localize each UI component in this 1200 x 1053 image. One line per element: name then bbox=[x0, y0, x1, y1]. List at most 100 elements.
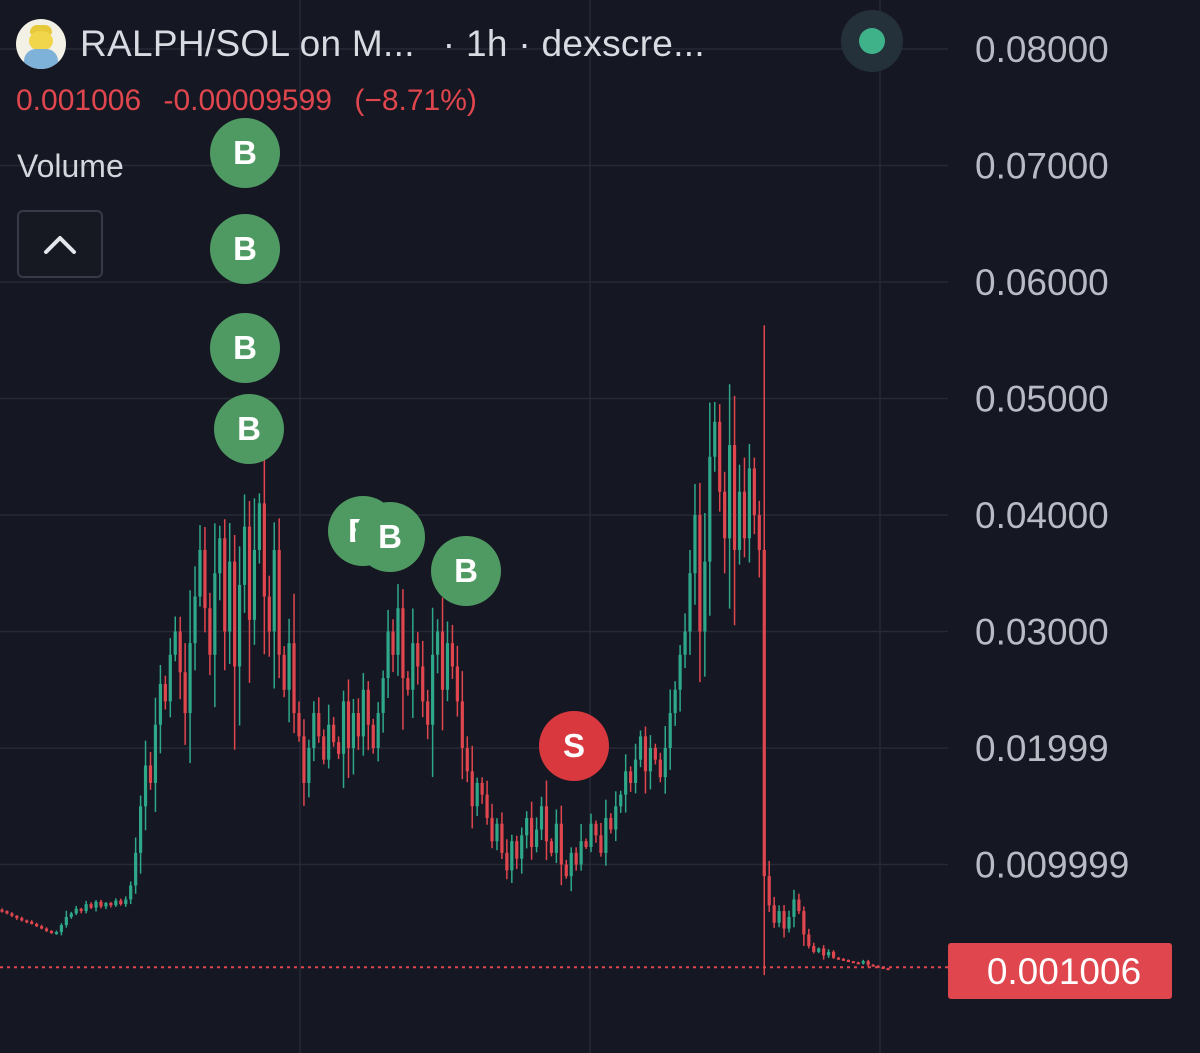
candle-body bbox=[777, 911, 781, 923]
candle-body bbox=[302, 736, 306, 783]
candle-body bbox=[668, 713, 672, 748]
candle-body bbox=[599, 835, 603, 853]
price-change: -0.00009599 bbox=[163, 84, 332, 117]
candle-body bbox=[470, 771, 474, 807]
candle-body bbox=[218, 538, 222, 574]
candle-body bbox=[158, 683, 162, 725]
last-price-label: 0.001006 bbox=[987, 951, 1141, 992]
buy-marker[interactable]: B bbox=[431, 536, 501, 606]
candle-body bbox=[257, 503, 261, 550]
candle-body bbox=[851, 961, 855, 964]
buy-marker[interactable]: B bbox=[355, 502, 425, 572]
candle-body bbox=[138, 806, 143, 853]
candle-body bbox=[688, 573, 692, 632]
candle-body bbox=[752, 468, 756, 515]
candle-body bbox=[604, 817, 608, 853]
candle-body bbox=[366, 689, 370, 725]
candle-body bbox=[89, 904, 93, 908]
volume-label[interactable]: Volume bbox=[17, 148, 124, 184]
candle-body bbox=[327, 724, 331, 760]
candle-body bbox=[322, 736, 326, 760]
collapse-button[interactable] bbox=[17, 210, 103, 278]
candle-body bbox=[297, 713, 301, 737]
candle-body bbox=[609, 817, 613, 830]
buy-marker[interactable]: B bbox=[210, 214, 280, 284]
candle-body bbox=[782, 911, 786, 929]
candle-body bbox=[683, 631, 687, 655]
candle-body bbox=[574, 852, 578, 865]
chart-header: RALPH/SOL on M... · 1h · dexscre... bbox=[16, 18, 715, 70]
candle-body bbox=[39, 926, 44, 929]
candle-body bbox=[54, 932, 59, 935]
chevron-up-icon bbox=[44, 236, 76, 254]
candle-body bbox=[866, 961, 870, 965]
candle-body bbox=[812, 946, 816, 952]
candle-body bbox=[5, 911, 9, 914]
candle-body bbox=[465, 748, 469, 772]
candle-body bbox=[312, 713, 316, 748]
candle-body bbox=[797, 899, 801, 912]
buy-marker[interactable]: B bbox=[214, 394, 284, 464]
candle-body bbox=[317, 713, 321, 737]
candle-body bbox=[188, 643, 192, 714]
candle-body bbox=[762, 549, 766, 877]
y-tick-label: 0.07000 bbox=[975, 146, 1109, 187]
candle-body bbox=[49, 930, 54, 934]
candle-body bbox=[64, 916, 68, 926]
candle-body bbox=[153, 724, 158, 783]
candle-body bbox=[713, 421, 717, 457]
candle-body bbox=[396, 608, 400, 655]
status-dot-icon[interactable] bbox=[841, 10, 903, 72]
candle-body bbox=[772, 905, 776, 923]
candle-body bbox=[871, 964, 875, 967]
candle-body bbox=[584, 841, 588, 848]
candle-body bbox=[74, 908, 78, 914]
candle-body bbox=[886, 968, 890, 971]
candle-body bbox=[450, 643, 455, 667]
buy-marker[interactable]: B bbox=[210, 118, 280, 188]
candle-body bbox=[346, 701, 351, 748]
sell-marker[interactable]: S bbox=[539, 711, 609, 781]
candle-body bbox=[119, 900, 123, 905]
candle-body bbox=[361, 689, 365, 737]
candle-body bbox=[168, 654, 172, 702]
candle-body bbox=[237, 584, 242, 667]
candle-body bbox=[619, 794, 623, 807]
candle-body bbox=[836, 957, 841, 960]
candle-body bbox=[802, 911, 806, 935]
candle-body bbox=[431, 654, 435, 725]
candle-body bbox=[643, 736, 648, 772]
candle-body bbox=[203, 549, 207, 609]
candle-body bbox=[500, 823, 504, 853]
y-tick-label: 0.04000 bbox=[975, 495, 1109, 536]
candle-body bbox=[520, 835, 524, 859]
price-change-percent: (−8.71%) bbox=[354, 84, 477, 117]
candle-body bbox=[822, 948, 826, 956]
candle-body bbox=[708, 456, 712, 562]
candle-body bbox=[228, 561, 232, 632]
candle-body bbox=[183, 672, 187, 714]
candle-body bbox=[846, 960, 851, 963]
candle-body bbox=[114, 900, 118, 906]
candle-body bbox=[99, 901, 103, 907]
candle-body bbox=[94, 901, 98, 908]
candle-body bbox=[272, 549, 276, 632]
buy-marker[interactable]: B bbox=[210, 313, 280, 383]
candle-body bbox=[262, 503, 266, 597]
candle-body bbox=[475, 782, 479, 807]
candle-body bbox=[747, 468, 752, 539]
candle-body bbox=[198, 549, 202, 597]
candle-body bbox=[30, 921, 34, 924]
candle-body bbox=[208, 608, 212, 655]
candle-body bbox=[638, 736, 643, 760]
candle-body bbox=[109, 902, 113, 906]
candle-body bbox=[742, 491, 747, 539]
candle-body bbox=[69, 913, 73, 917]
candle-body bbox=[530, 817, 534, 848]
candle-body bbox=[416, 643, 420, 667]
candle-body bbox=[698, 515, 702, 632]
candle-body bbox=[332, 724, 336, 743]
candle-body bbox=[861, 961, 865, 964]
pair-title[interactable]: RALPH/SOL on M... · 1h · dexscre... bbox=[80, 23, 715, 65]
